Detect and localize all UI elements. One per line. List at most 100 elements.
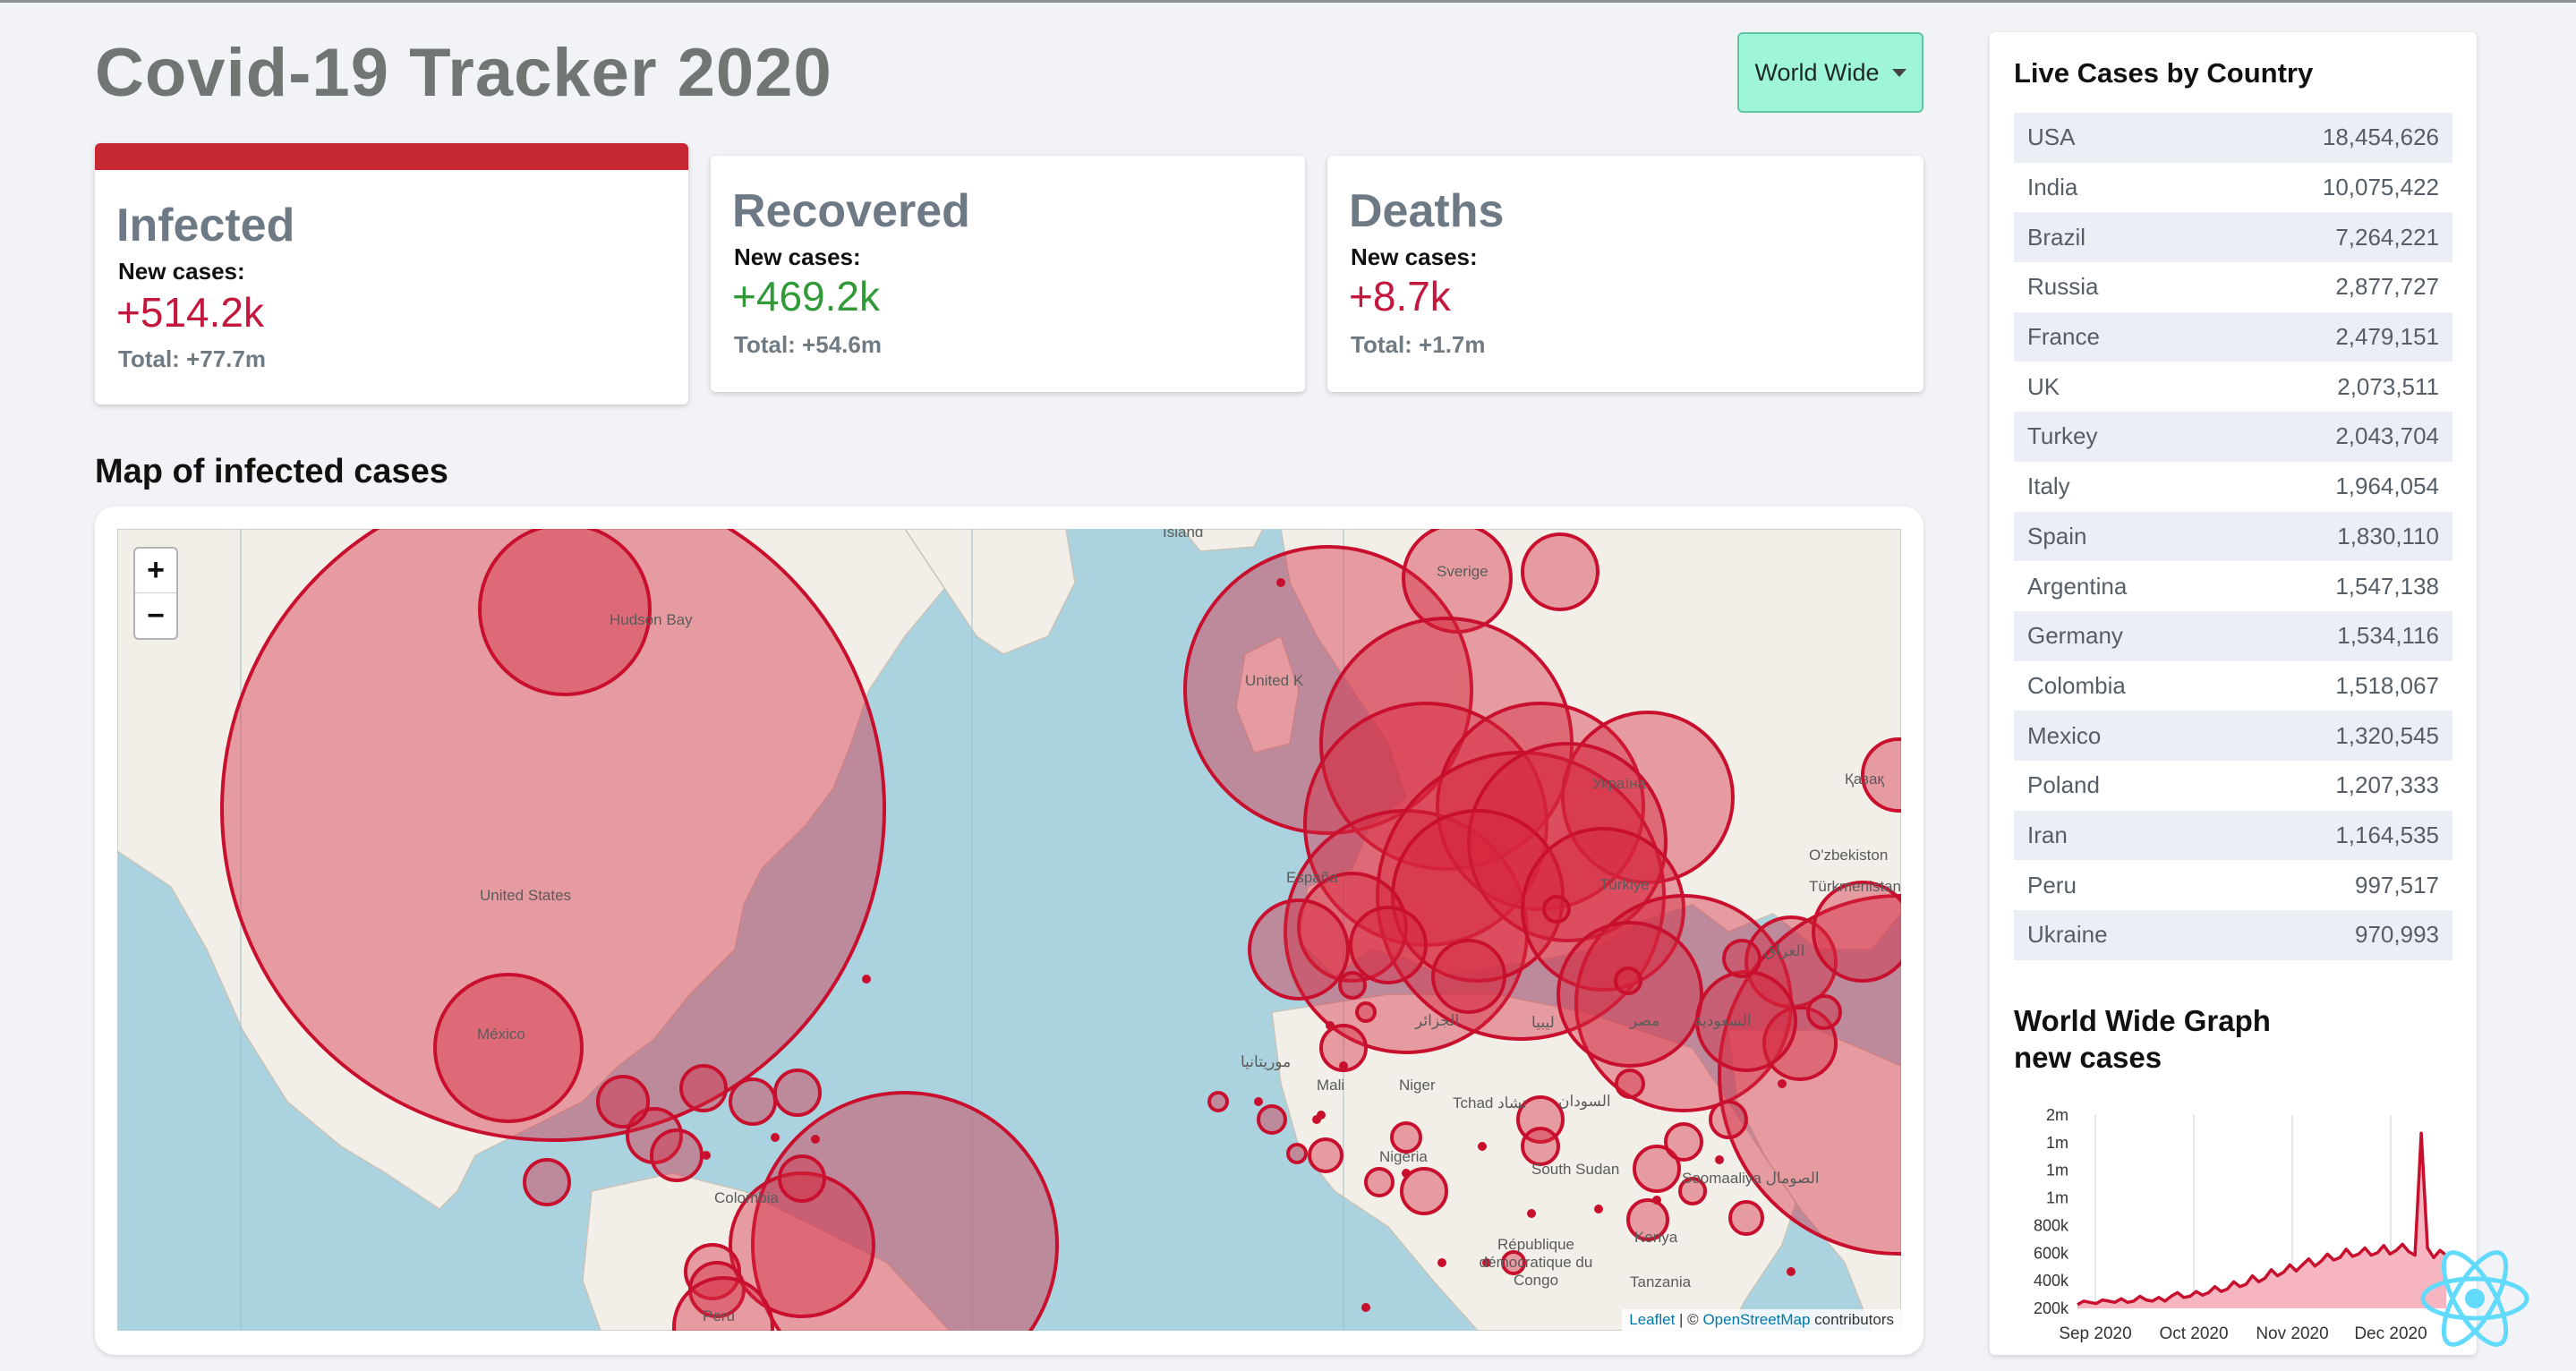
infection-marker-small[interactable] — [1402, 1169, 1411, 1178]
infection-marker-syria[interactable] — [1722, 939, 1761, 978]
country-cases: 1,534,116 — [2337, 622, 2439, 650]
infection-marker-small[interactable] — [1276, 578, 1285, 587]
infection-marker-morocco[interactable] — [1248, 898, 1350, 1001]
infection-marker-us[interactable] — [220, 529, 886, 1142]
infection-marker-small[interactable] — [1652, 1196, 1661, 1205]
infection-marker-guinea[interactable] — [1308, 1137, 1343, 1173]
country-cases: 1,164,535 — [2335, 821, 2439, 848]
infection-marker-chad[interactable] — [1521, 1127, 1560, 1166]
infection-marker-finland[interactable] — [1521, 532, 1599, 611]
infection-marker-uzbek[interactable] — [1812, 881, 1901, 983]
infection-marker-peru[interactable] — [672, 1276, 774, 1331]
region-select-value: World Wide — [1754, 58, 1880, 86]
infection-marker-small[interactable] — [1594, 1205, 1603, 1213]
infection-marker-rdc[interactable] — [1501, 1250, 1526, 1275]
chevron-down-icon — [1891, 68, 1906, 77]
infection-marker-small[interactable] — [1437, 1258, 1446, 1267]
infection-marker-kenya[interactable] — [1626, 1198, 1669, 1241]
new-cases-chart[interactable]: 2m 1m 1m 1m 800k 600k 400k 200k Sep 2020 Oct 2020… — [2009, 1097, 2457, 1348]
map-card: United States México Colombia Perú Unite… — [95, 507, 1923, 1355]
deaths-card[interactable]: Deaths New cases: +8.7k Total: +1.7m — [1327, 156, 1923, 392]
infection-marker-libya[interactable] — [1615, 1069, 1645, 1099]
infection-marker-panama[interactable] — [778, 1154, 826, 1203]
infection-marker-small[interactable] — [811, 1135, 820, 1144]
map-label-ukraine: Україна — [1592, 775, 1646, 792]
map-label-peru: Perú — [703, 1307, 735, 1324]
region-select[interactable]: World Wide — [1737, 32, 1923, 113]
map-label-nigeria: Nigeria — [1379, 1148, 1428, 1165]
recovered-card[interactable]: Recovered New cases: +469.2k Total: +54.… — [711, 156, 1305, 392]
infection-marker-tunisia[interactable] — [1355, 1001, 1377, 1023]
country-cases: 10,075,422 — [2322, 174, 2439, 201]
infection-marker-switz[interactable] — [1391, 809, 1565, 983]
leaflet-link[interactable]: Leaflet — [1629, 1311, 1676, 1328]
infection-marker-cabo[interactable] — [1207, 1091, 1229, 1112]
infection-marker-gambia[interactable] — [1286, 1143, 1308, 1164]
infection-marker-belize[interactable] — [679, 1064, 728, 1112]
infection-marker-ukraine[interactable] — [1561, 711, 1735, 884]
zoom-in-button[interactable]: + — [135, 549, 176, 593]
infection-marker-cuba[interactable] — [729, 1077, 777, 1126]
infection-marker-ethiopia[interactable] — [1633, 1145, 1681, 1193]
table-row: Argentina 1,547,138 — [2014, 561, 2452, 611]
infection-marker-uk[interactable] — [1183, 545, 1473, 835]
infection-marker-colombia[interactable] — [729, 1171, 875, 1318]
infection-marker-senegal[interactable] — [1257, 1104, 1287, 1135]
infection-marker-ghana[interactable] — [1364, 1167, 1395, 1197]
infection-marker-bc[interactable] — [523, 1158, 571, 1206]
infection-marker-small[interactable] — [1527, 1209, 1536, 1218]
infection-marker-small[interactable] — [1478, 1142, 1487, 1151]
infection-marker-tanz[interactable] — [1728, 1200, 1764, 1236]
infection-marker-small[interactable] — [1326, 1021, 1335, 1030]
infection-marker-small[interactable] — [771, 1133, 780, 1142]
infection-marker-small[interactable] — [1482, 1258, 1491, 1267]
infection-marker-portugal[interactable] — [1297, 872, 1408, 983]
infection-marker-honduras[interactable] — [650, 1128, 704, 1182]
infection-marker-greece[interactable] — [1431, 939, 1506, 1014]
infection-marker-brazil[interactable] — [751, 1091, 1059, 1331]
infection-marker-small[interactable] — [702, 1151, 711, 1160]
map-label-egypt: مصر — [1630, 1012, 1660, 1029]
infection-marker-kazakh[interactable] — [1861, 737, 1901, 813]
infection-marker-sudan[interactable] — [1664, 1122, 1703, 1162]
recovered-total: Total: +54.6m — [734, 331, 882, 358]
infection-marker-mexico[interactable] — [433, 973, 584, 1123]
infection-marker-yemen[interactable] — [1709, 1100, 1748, 1139]
infection-marker-small[interactable] — [1361, 1303, 1370, 1312]
map-label-kazak: Қазақ — [1845, 771, 1884, 788]
infection-marker-kuwait[interactable] — [1806, 994, 1842, 1030]
infection-marker-canada-east[interactable] — [478, 529, 652, 696]
infection-marker-guat2[interactable] — [596, 1075, 650, 1128]
infection-marker-nigeria[interactable] — [1400, 1167, 1448, 1215]
infection-marker-sweden[interactable] — [1402, 529, 1513, 634]
attribution-separator: | © — [1675, 1311, 1703, 1328]
infection-marker-small[interactable] — [1317, 1111, 1326, 1120]
infection-marker-small[interactable] — [1787, 1267, 1796, 1276]
infection-marker-small[interactable] — [1339, 1061, 1348, 1070]
infection-marker-small[interactable] — [1715, 1155, 1724, 1164]
infection-marker-dom[interactable] — [773, 1069, 822, 1117]
infection-markers — [220, 529, 1901, 1331]
infection-marker-belgium[interactable] — [1349, 906, 1428, 984]
infection-marker-albania[interactable] — [1542, 895, 1571, 924]
country-name: Peru — [2027, 871, 2077, 898]
infection-marker-small[interactable] — [862, 975, 871, 984]
infection-marker-czech[interactable] — [1467, 742, 1668, 942]
zoom-out-button[interactable]: − — [147, 598, 165, 633]
country-cases: 7,264,221 — [2335, 223, 2439, 251]
infection-marker-cyprus[interactable] — [1614, 967, 1642, 995]
infection-marker-malta[interactable] — [1338, 971, 1367, 1000]
infection-marker-small[interactable] — [1778, 1079, 1787, 1088]
infection-map[interactable]: United States México Colombia Perú Unite… — [117, 529, 1901, 1331]
infection-marker-hungary[interactable] — [1521, 827, 1685, 992]
infection-marker-small[interactable] — [1254, 1097, 1263, 1106]
country-cases: 18,454,626 — [2322, 123, 2439, 151]
infection-marker-burkina[interactable] — [1390, 1121, 1422, 1154]
map-canvas[interactable] — [117, 529, 1901, 1331]
infection-marker-somalia[interactable] — [1678, 1177, 1707, 1205]
osm-link[interactable]: OpenStreetMap — [1702, 1311, 1811, 1328]
chart-y-tick-label: 800k — [2034, 1216, 2069, 1234]
graph-title-line2: new cases — [2014, 1041, 2162, 1074]
infection-marker-saudi[interactable] — [1695, 970, 1797, 1072]
infected-card[interactable]: Infected New cases: +514.2k Total: +77.7… — [95, 143, 688, 404]
